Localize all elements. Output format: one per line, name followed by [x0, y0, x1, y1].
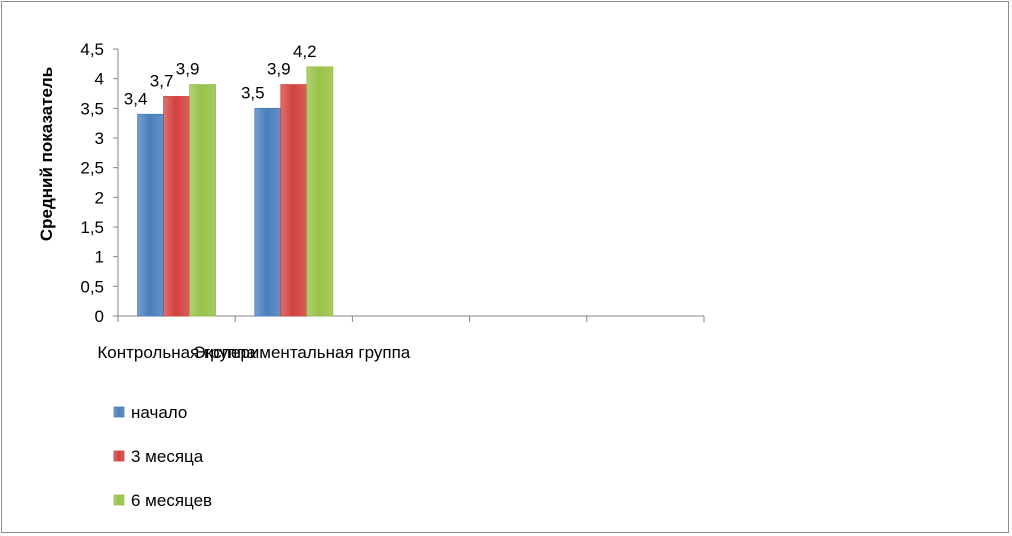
y-tick-label: 2,5 — [80, 159, 104, 178]
bar — [306, 66, 334, 317]
category-label: Контрольная группа — [97, 343, 256, 362]
bar — [254, 107, 282, 317]
y-tick-label: 3 — [95, 129, 104, 148]
bar — [137, 113, 165, 317]
data-label: 3,9 — [176, 60, 200, 79]
y-tick-label: 4 — [95, 70, 104, 89]
data-label: 4,2 — [293, 42, 317, 61]
y-tick-label: 0 — [95, 307, 104, 326]
category-label: Экспериментальная группа — [193, 343, 410, 362]
bar — [163, 96, 191, 317]
legend-swatch — [113, 406, 125, 418]
y-tick-label: 4,5 — [80, 40, 104, 59]
data-label: 3,4 — [124, 89, 148, 108]
bar — [189, 84, 217, 317]
y-tick-label: 3,5 — [80, 99, 104, 118]
y-tick-label: 1,5 — [80, 218, 104, 237]
y-axis-title: Средний показатель — [37, 67, 56, 241]
legend-swatch — [113, 450, 125, 462]
legend-label: 6 месяцев — [131, 491, 212, 510]
data-label: 3,7 — [150, 71, 174, 90]
legend-label: 3 месяца — [131, 447, 204, 466]
y-tick-label: 0,5 — [80, 277, 104, 296]
legend-swatch — [113, 494, 125, 506]
bar — [280, 84, 308, 317]
legend-label: начало — [131, 403, 187, 422]
data-label: 3,9 — [267, 60, 291, 79]
data-label: 3,5 — [241, 83, 265, 102]
y-tick-label: 2 — [95, 188, 104, 207]
y-tick-label: 1 — [95, 248, 104, 267]
